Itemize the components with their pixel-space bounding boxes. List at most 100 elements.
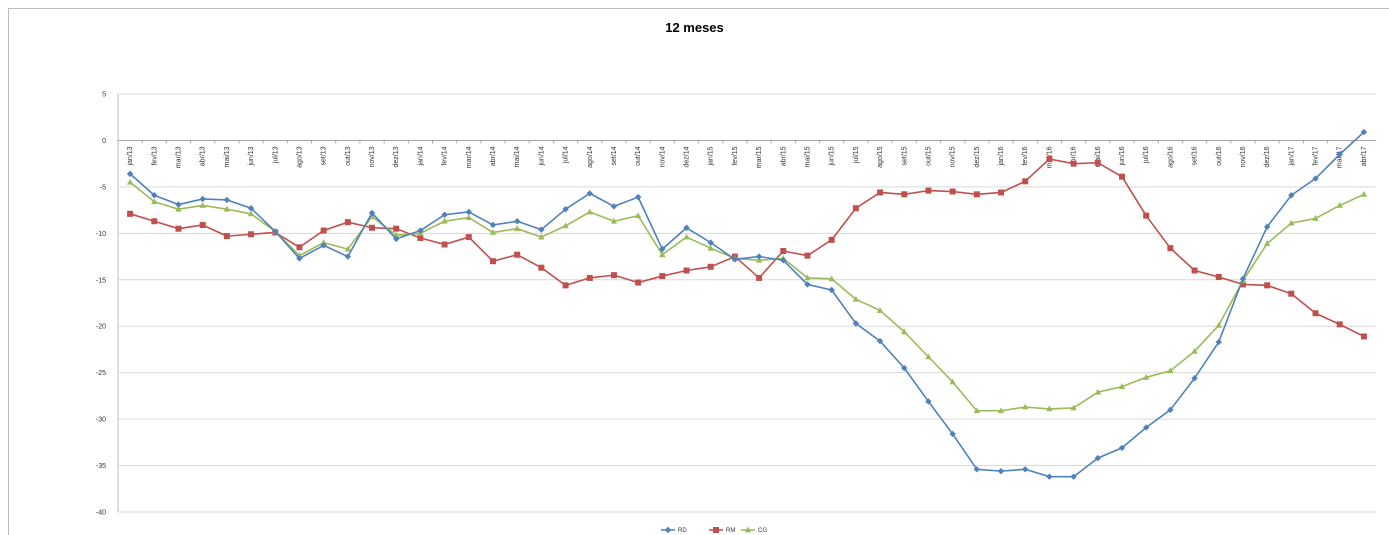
marker-rm — [223, 233, 230, 240]
marker-rm — [1264, 282, 1271, 289]
marker-rm — [248, 231, 255, 238]
x-tick-label: ago/15 — [877, 146, 884, 168]
marker-rm — [562, 282, 569, 289]
x-tick-label: abr/13 — [200, 146, 207, 166]
marker-rm — [707, 263, 714, 270]
marker-cg — [368, 213, 376, 220]
x-tick-label: jul/14 — [563, 146, 570, 164]
marker-rm — [417, 234, 424, 241]
marker-cg — [199, 202, 206, 208]
x-tick-label: mar/14 — [466, 146, 473, 168]
marker-cg — [1094, 388, 1101, 395]
marker-rm — [1046, 156, 1053, 163]
y-tick-label: -20 — [96, 324, 106, 331]
marker-rd — [755, 253, 763, 260]
marker-rd — [513, 218, 521, 225]
marker-cg — [465, 214, 472, 220]
marker-cg — [489, 229, 497, 235]
marker-cg — [973, 407, 981, 414]
marker-rd — [538, 226, 545, 233]
marker-rd — [1142, 424, 1150, 431]
marker-rd — [1191, 375, 1198, 382]
marker-cg — [126, 178, 134, 185]
series-cg — [126, 178, 1368, 414]
marker-cg — [344, 245, 352, 252]
y-axis-ticks: 5 0 -5 -10 -15 -20 -25 -30 -35 -40 — [96, 92, 106, 517]
x-tick-label: jan/15 — [708, 146, 715, 166]
series-line-cg — [129, 181, 1365, 412]
legend-item-rm: RM — [709, 527, 735, 534]
marker-rd — [126, 170, 134, 178]
x-tick-label: set/15 — [901, 146, 908, 165]
x-tick-label: jan/17 — [1288, 146, 1295, 166]
marker-rd — [1046, 473, 1053, 480]
marker-rm — [320, 227, 327, 234]
x-tick-label: mar/13 — [175, 146, 182, 168]
marker-rm — [756, 274, 763, 281]
marker-rd — [804, 281, 811, 288]
marker-cg — [513, 225, 521, 232]
marker-rd — [1288, 192, 1295, 199]
marker-rd — [417, 227, 424, 234]
marker-rm — [1191, 267, 1198, 274]
marker-cg — [1263, 240, 1271, 246]
marker-rd — [1360, 128, 1368, 136]
series-rm — [127, 156, 1367, 340]
marker-rm — [1143, 212, 1150, 219]
chart-title: 12 meses — [665, 20, 724, 35]
marker-rm — [344, 219, 351, 226]
marker-rd — [610, 203, 618, 210]
x-tick-label: mai/16 — [1095, 146, 1102, 167]
x-tick-label: abr/15 — [780, 146, 787, 166]
x-tick-label: out/16 — [1216, 146, 1223, 166]
x-tick-label: jul/16 — [1143, 146, 1150, 164]
gridlines — [118, 93, 1376, 513]
marker-rm — [1360, 333, 1367, 340]
y-tick-label: -35 — [96, 463, 106, 470]
marker-rm — [1215, 273, 1222, 280]
x-tick-label: abr/14 — [490, 146, 497, 166]
x-tick-label: jul/13 — [272, 146, 279, 164]
marker-cg — [1142, 373, 1150, 380]
marker-rd — [465, 208, 472, 216]
y-tick-label: 0 — [102, 138, 106, 145]
marker-rd — [901, 364, 908, 372]
x-tick-label: dez/16 — [1264, 146, 1271, 167]
marker-rm — [1070, 160, 1077, 167]
marker-cg — [707, 244, 714, 251]
marker-cg — [634, 212, 642, 219]
x-tick-label: jan/13 — [127, 146, 134, 166]
marker-rm — [901, 191, 908, 198]
marker-rm — [514, 251, 521, 258]
x-tick-label: jun/15 — [829, 146, 836, 166]
x-tick-label: fev/15 — [732, 146, 739, 165]
x-tick-label: ago/14 — [587, 146, 594, 168]
x-tick-label: fev/13 — [151, 146, 158, 165]
x-tick-label: abr/16 — [1071, 146, 1078, 166]
marker-rm — [973, 191, 980, 198]
marker-rm — [1022, 178, 1029, 185]
marker-cg — [175, 205, 182, 212]
marker-rm — [852, 205, 859, 212]
x-tick-label: jun/14 — [538, 146, 545, 166]
marker-cg — [876, 307, 884, 313]
marker-cg — [538, 233, 545, 240]
marker-cg — [247, 210, 255, 217]
marker-rm — [538, 264, 545, 271]
marker-cg — [1118, 383, 1126, 389]
marker-rm — [828, 236, 835, 243]
marker-rd — [1215, 338, 1222, 346]
marker-rm — [151, 218, 158, 225]
marker-rm — [465, 234, 472, 241]
marker-rm — [780, 247, 787, 254]
x-tick-label: mar/17 — [1337, 146, 1344, 168]
marker-cg — [1360, 190, 1368, 197]
marker-rm — [998, 189, 1005, 196]
marker-rd — [707, 239, 714, 246]
marker-cg — [901, 328, 908, 335]
marker-cg — [925, 353, 932, 360]
marker-rd — [223, 196, 231, 204]
marker-rd — [1167, 406, 1174, 414]
marker-cg — [1046, 405, 1053, 412]
